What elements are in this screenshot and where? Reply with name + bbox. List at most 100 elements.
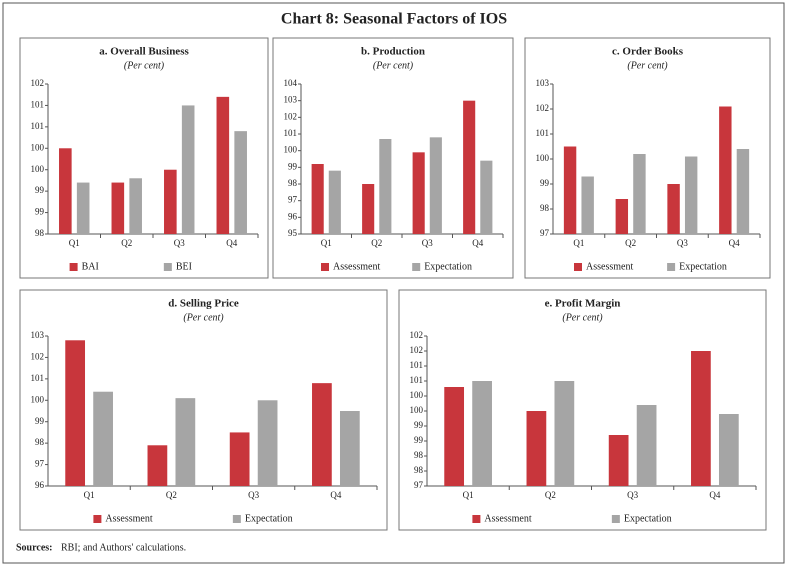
x-tick-label: Q1: [463, 490, 474, 500]
legend-label: Expectation: [424, 261, 472, 272]
y-tick-label: 99: [414, 420, 424, 430]
y-tick-label: 98: [414, 465, 424, 475]
x-tick-label: Q3: [422, 238, 433, 248]
y-tick-label: 100: [410, 405, 424, 415]
x-tick-label: Q2: [545, 490, 556, 500]
y-tick-label: 104: [284, 78, 298, 88]
y-tick-label: 99: [540, 178, 550, 188]
legend-label: BAI: [82, 261, 99, 272]
y-tick-label: 102: [31, 351, 45, 361]
y-tick-label: 100: [536, 153, 550, 163]
bar: [472, 381, 492, 486]
legend-label: Assessment: [484, 513, 531, 524]
panel-subtitle: (Per cent): [183, 312, 224, 323]
y-tick-label: 96: [288, 211, 298, 221]
y-tick-label: 103: [536, 78, 550, 88]
legend-label: Assessment: [333, 261, 380, 272]
bar: [444, 387, 465, 486]
sources-label: Sources:: [16, 542, 52, 553]
x-tick-label: Q3: [677, 238, 688, 248]
x-tick-label: Q1: [69, 238, 80, 248]
bar: [76, 182, 90, 234]
bar: [412, 152, 425, 234]
bar: [581, 176, 594, 234]
y-tick-label: 98: [414, 450, 424, 460]
y-tick-label: 95: [288, 228, 298, 238]
bar: [311, 164, 324, 234]
x-tick-label: Q2: [371, 238, 382, 248]
bar: [736, 149, 750, 234]
bar: [608, 435, 629, 486]
panel-title: b. Production: [361, 46, 425, 58]
bar: [181, 105, 195, 234]
y-tick-label: 100: [31, 394, 45, 404]
bar: [718, 414, 739, 486]
bar: [526, 411, 547, 486]
bar: [362, 184, 375, 234]
legend-swatch: [163, 263, 172, 271]
y-tick-label: 97: [288, 195, 298, 205]
x-tick-label: Q3: [627, 490, 638, 500]
x-tick-label: Q3: [248, 490, 259, 500]
bar: [129, 178, 142, 234]
y-tick-label: 103: [31, 330, 45, 340]
bar: [216, 96, 230, 234]
legend-swatch: [412, 263, 421, 271]
bar: [93, 391, 113, 486]
figure-title: Chart 8: Seasonal Factors of IOS: [281, 11, 507, 28]
y-tick-label: 101: [31, 99, 45, 109]
y-tick-label: 97: [35, 459, 45, 469]
y-tick-label: 99: [414, 435, 424, 445]
x-tick-label: Q2: [121, 238, 132, 248]
panel-title: a. Overall Business: [99, 46, 189, 58]
y-tick-label: 99: [288, 161, 298, 171]
y-tick-label: 101: [536, 128, 550, 138]
x-tick-label: Q1: [573, 238, 584, 248]
y-tick-label: 102: [284, 111, 298, 121]
y-tick-label: 97: [414, 480, 424, 490]
legend-swatch: [574, 263, 582, 271]
y-tick-label: 103: [284, 95, 298, 105]
bar: [615, 199, 629, 234]
legend-swatch: [667, 263, 676, 271]
legend-swatch: [93, 515, 102, 523]
y-tick-label: 102: [536, 103, 550, 113]
y-tick-label: 99: [35, 207, 45, 217]
panel-subtitle: (Per cent): [124, 60, 165, 71]
legend-swatch: [611, 515, 620, 523]
bar: [312, 383, 332, 486]
bar: [175, 398, 196, 486]
bar: [339, 411, 360, 486]
legend-swatch: [321, 263, 329, 271]
panel-subtitle: (Per cent): [627, 60, 668, 71]
y-tick-label: 98: [540, 203, 550, 213]
y-tick-label: 102: [410, 345, 424, 355]
y-tick-label: 96: [35, 480, 45, 490]
x-tick-label: Q2: [625, 238, 636, 248]
bar: [65, 340, 86, 486]
y-tick-label: 101: [284, 128, 298, 138]
x-tick-label: Q4: [472, 238, 483, 248]
bar: [257, 400, 278, 486]
y-tick-label: 101: [410, 375, 424, 385]
sources-text: RBI; and Authors' calculations.: [61, 542, 186, 553]
bar: [563, 146, 577, 234]
y-tick-label: 101: [31, 373, 45, 383]
x-tick-label: Q4: [330, 490, 341, 500]
x-tick-label: Q1: [321, 238, 332, 248]
legend-label: Assessment: [586, 261, 633, 272]
panel-title: d. Selling Price: [168, 298, 239, 310]
bar: [667, 184, 680, 234]
legend-swatch: [232, 515, 241, 523]
x-tick-label: Q4: [729, 238, 740, 248]
x-tick-label: Q2: [166, 490, 177, 500]
x-tick-label: Q4: [709, 490, 720, 500]
legend-swatch: [472, 515, 481, 523]
legend-label: Assessment: [105, 513, 152, 524]
x-tick-label: Q1: [84, 490, 95, 500]
x-tick-label: Q4: [226, 238, 237, 248]
y-tick-label: 101: [410, 360, 424, 370]
y-tick-label: 100: [284, 145, 298, 155]
bar: [229, 432, 250, 486]
